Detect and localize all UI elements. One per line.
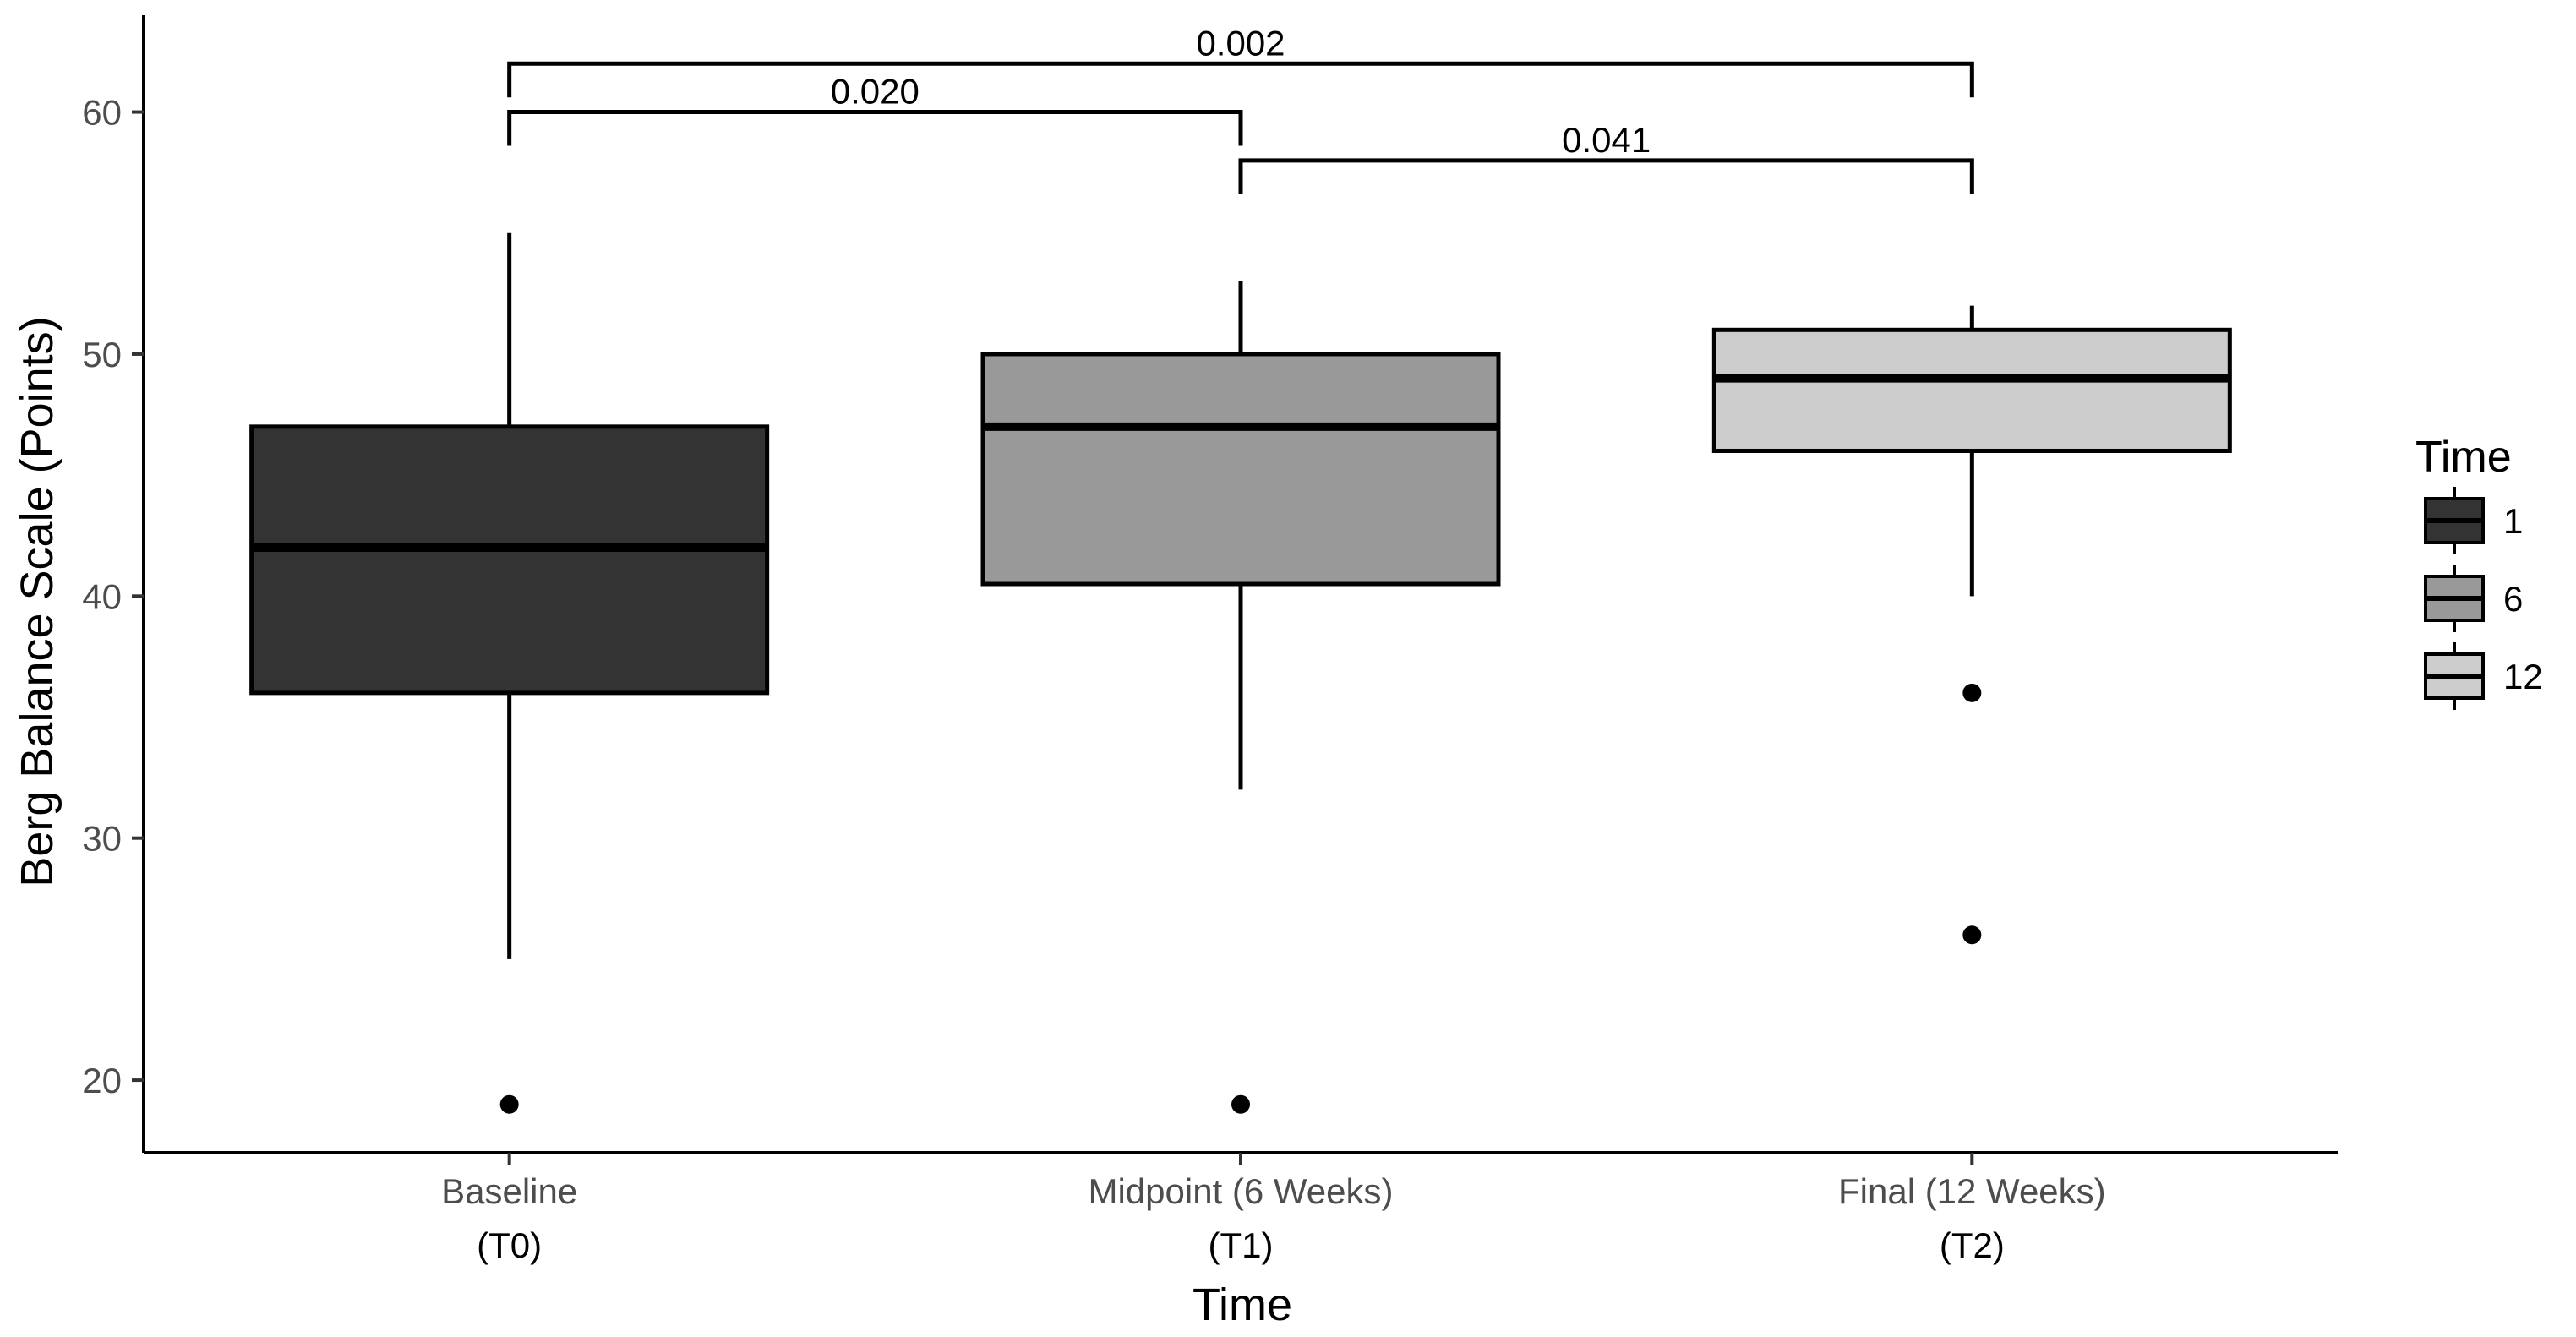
y-tick-label: 50: [82, 335, 122, 374]
x-tick-sublabel: (T1): [1209, 1225, 1274, 1265]
x-tick-sublabel: (T2): [1940, 1225, 2005, 1265]
legend-label: 6: [2503, 579, 2523, 619]
significance-bracket: [1238, 158, 1974, 194]
significance-bracket: [507, 61, 1974, 98]
box: [980, 352, 1501, 587]
legend-label: 12: [2503, 657, 2543, 696]
p-value-label: 0.020: [831, 72, 920, 112]
box: [1711, 327, 2232, 453]
y-axis-title: Berg Balance Scale (Points): [12, 316, 63, 887]
significance-bracket: [507, 110, 1243, 146]
y-tick-label: 40: [82, 576, 122, 616]
y-tick-label: 30: [82, 819, 122, 859]
x-tick-sublabel: (T0): [477, 1225, 542, 1265]
legend-label: 1: [2503, 501, 2523, 541]
p-value-label: 0.041: [1562, 120, 1651, 160]
x-tick-label: Final (12 Weeks): [1838, 1171, 2106, 1211]
x-axis-title: Time: [1192, 1280, 1292, 1330]
legend-title: Time: [2415, 433, 2512, 482]
outlier-point: [1231, 1094, 1250, 1114]
y-tick-label: 60: [82, 93, 122, 133]
box: [249, 424, 770, 696]
x-tick-label: Baseline: [441, 1171, 577, 1211]
x-tick-label: Midpoint (6 Weeks): [1088, 1171, 1393, 1211]
outlier-point: [1962, 683, 1982, 702]
y-tick-label: 20: [82, 1061, 122, 1100]
outlier-point: [499, 1094, 519, 1114]
p-value-label: 0.002: [1196, 23, 1285, 63]
outlier-point: [1962, 925, 1982, 945]
